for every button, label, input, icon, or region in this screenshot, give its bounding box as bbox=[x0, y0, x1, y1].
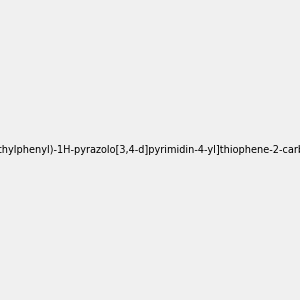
Text: N'-[1-(3-methylphenyl)-1H-pyrazolo[3,4-d]pyrimidin-4-yl]thiophene-2-carbohydrazi: N'-[1-(3-methylphenyl)-1H-pyrazolo[3,4-d… bbox=[0, 145, 300, 155]
